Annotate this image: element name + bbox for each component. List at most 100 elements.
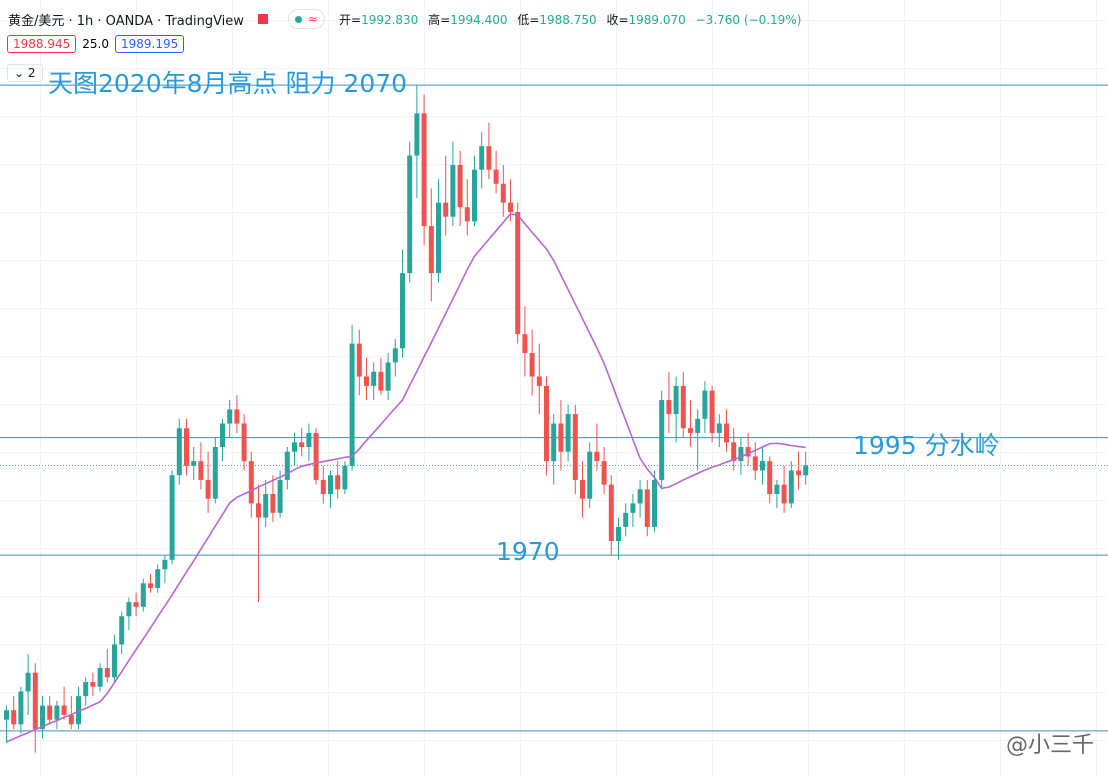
candle-body — [90, 682, 96, 687]
candle-body — [241, 423, 247, 462]
candle-body — [320, 479, 326, 495]
indicator-count: 2 — [27, 66, 36, 80]
candle-body — [119, 616, 125, 645]
change: −3.760 (−0.19%) — [695, 12, 802, 27]
candle-body — [112, 644, 117, 678]
candle-body — [774, 484, 780, 495]
candle-body — [342, 465, 348, 490]
candle-body — [594, 451, 600, 462]
flag[interactable] — [257, 14, 268, 24]
candle-body — [18, 691, 24, 725]
candle-body — [652, 479, 657, 527]
candle-body — [277, 479, 283, 513]
status[interactable]: ≈ — [287, 9, 325, 29]
candle-body — [673, 385, 679, 415]
candle-body — [40, 705, 45, 730]
candle-body — [313, 432, 319, 480]
candle-body — [191, 461, 197, 466]
ohlc-label: 低= — [517, 12, 540, 27]
candle-body — [688, 428, 693, 433]
candle-body — [32, 672, 38, 730]
candle-body — [140, 583, 146, 607]
candle-body — [256, 503, 261, 518]
candle-body — [551, 423, 557, 462]
candle-body — [623, 512, 629, 527]
candle-body — [220, 423, 225, 448]
ohlc: 开=1992.830 高=1994.400 低=1988.750 收=1989.… — [339, 11, 807, 28]
candle-body — [371, 371, 377, 386]
candle-body — [436, 202, 441, 274]
candle-body — [637, 489, 643, 504]
candle-body — [227, 409, 233, 424]
indicators-toggle[interactable]: ⌄ 2 — [7, 64, 43, 82]
candle-body — [176, 428, 182, 476]
candle-body — [709, 390, 715, 433]
symbol[interactable]: 黄金/美元 · 1h · OANDA · TradingView — [8, 13, 244, 29]
ohlc-label: 高= — [428, 12, 451, 27]
candle-body — [803, 465, 809, 476]
candle-body — [306, 432, 312, 448]
candle-body — [184, 428, 189, 466]
candle-body — [522, 334, 528, 354]
candle-body — [47, 705, 53, 720]
candle-body — [400, 273, 405, 349]
candle-body — [162, 559, 168, 570]
candle-body — [472, 169, 477, 222]
candle-body — [695, 418, 701, 433]
candle-body — [335, 475, 341, 490]
candle-body — [263, 494, 269, 518]
candle-body — [702, 390, 708, 419]
candle-body — [724, 423, 729, 443]
candle-body — [767, 461, 773, 495]
candle-body — [508, 202, 513, 212]
candle-body — [54, 705, 60, 720]
candle-body — [148, 583, 153, 589]
candle-body — [97, 667, 103, 687]
candle-body — [284, 451, 290, 480]
candle-body — [587, 451, 593, 499]
candle-body — [493, 169, 499, 184]
candle-body — [4, 710, 9, 720]
candle-body — [83, 682, 89, 697]
candle-body — [205, 479, 211, 499]
candle-body — [248, 461, 254, 504]
candle-body — [292, 442, 297, 452]
candle-body — [565, 414, 571, 452]
candle-body — [407, 155, 413, 274]
candle-body — [515, 211, 521, 335]
candle-body — [104, 667, 110, 678]
buy-button[interactable]: 1989.195 — [114, 35, 185, 53]
candle-body — [738, 447, 744, 462]
sell-button[interactable]: 1988.945 — [7, 35, 77, 53]
candle-body — [133, 602, 139, 607]
candle-body — [25, 672, 31, 692]
candle-body — [544, 385, 549, 462]
annotation: 1995 分水岭 — [853, 431, 1000, 460]
candle-body — [486, 146, 492, 170]
candle-body — [666, 400, 672, 415]
candle-body — [61, 705, 67, 715]
annotation: 天图2020年8月高点 阻力 2070 — [48, 69, 408, 98]
candle-body — [328, 475, 333, 495]
candle-body — [457, 164, 463, 208]
candle-body — [169, 475, 175, 560]
candle-body — [745, 447, 751, 457]
candle-body — [378, 371, 384, 391]
watermark: @小三千 — [1005, 733, 1094, 758]
candle-body — [428, 226, 434, 274]
ohlc-value: 1992.830 — [361, 12, 419, 27]
candle-body — [11, 710, 17, 725]
ohlc-label: 收= — [606, 12, 629, 27]
candle-body — [616, 526, 621, 542]
ohlc-label: 开= — [339, 12, 362, 27]
ohlc-value: 1989.070 — [628, 12, 686, 27]
candle-body — [349, 343, 355, 466]
candle-body — [234, 409, 240, 424]
candle-body — [364, 376, 369, 386]
candle-body — [500, 183, 506, 203]
candle-body — [299, 442, 305, 448]
candle-body — [450, 164, 456, 217]
candle-body — [421, 113, 427, 227]
